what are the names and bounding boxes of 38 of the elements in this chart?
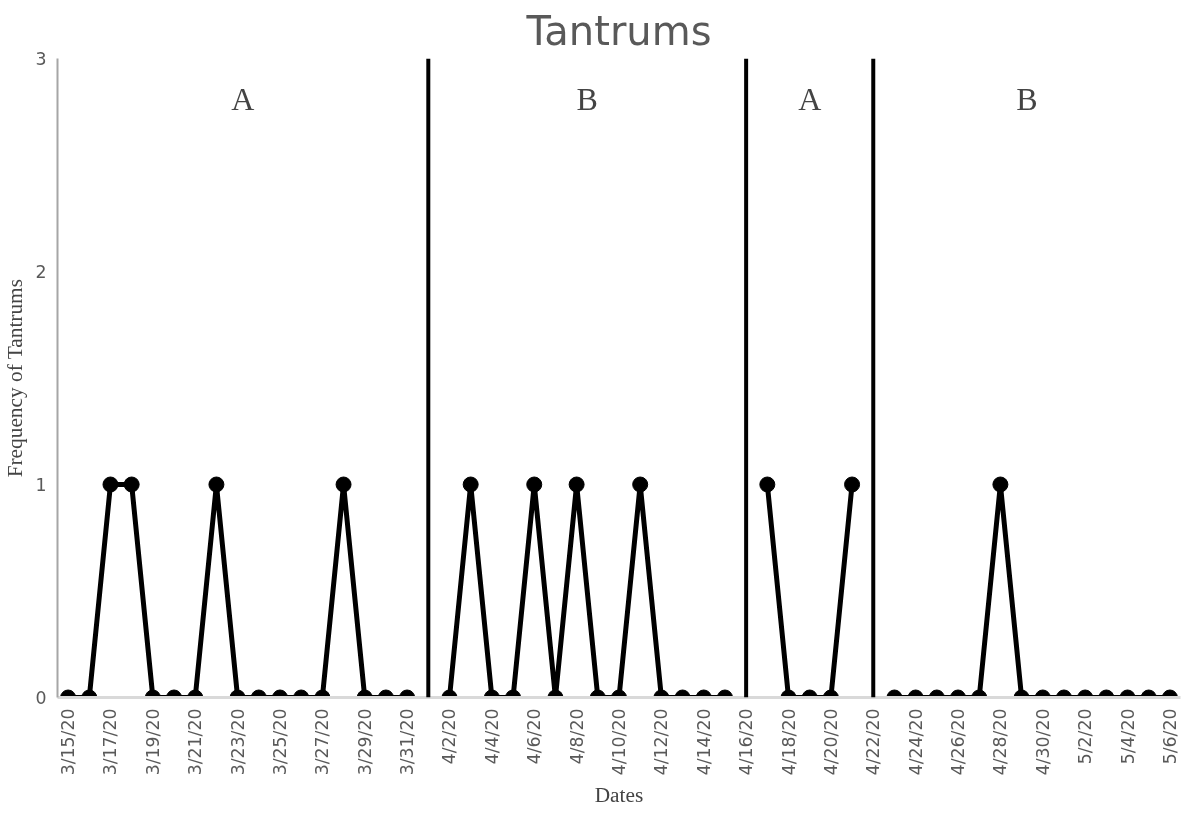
annotation: B [1016, 80, 1038, 117]
x-tick-label: 3/29/20 [354, 708, 375, 776]
x-tick-label: 3/17/20 [100, 708, 121, 776]
x-tick-label: 4/14/20 [693, 708, 714, 776]
x-tick-label: 3/15/20 [58, 708, 79, 776]
x-tick-label: 3/19/20 [142, 708, 163, 776]
y-tick-label: 1 [35, 475, 47, 495]
x-tick-label: 3/31/20 [397, 708, 418, 776]
x-tick-label: 4/20/20 [820, 708, 841, 776]
x-tick-label: 4/16/20 [736, 708, 757, 776]
annotation: B [576, 80, 598, 117]
x-axis-title: Dates [594, 783, 644, 808]
annotation: A [231, 80, 255, 117]
x-tick-label: 4/10/20 [609, 708, 629, 776]
x-tick-label: 4/30/20 [1032, 708, 1053, 776]
x-tick-label: 3/25/20 [269, 708, 290, 776]
x-tick-label: 4/18/20 [778, 708, 799, 776]
x-tick-label: 4/4/20 [481, 708, 502, 765]
x-tick-label: 5/4/20 [1117, 708, 1138, 765]
x-tick-label: 4/24/20 [905, 708, 926, 776]
x-tick-label: 4/8/20 [566, 708, 587, 765]
x-tick-label: 3/23/20 [227, 708, 248, 776]
x-tick-label: 4/22/20 [863, 708, 884, 776]
x-tick-label: 4/12/20 [651, 708, 672, 776]
annotation: A [798, 80, 822, 117]
x-tick-label: 3/27/20 [312, 708, 333, 776]
x-tick-label: 5/2/20 [1075, 708, 1096, 765]
x-tick-label: 4/28/20 [990, 708, 1011, 776]
y-tick-label: 2 [35, 262, 47, 282]
x-tick-label: 4/2/20 [439, 708, 460, 765]
chart-title: Tantrums [525, 7, 712, 54]
y-tick-label: 0 [35, 688, 47, 708]
x-tick-label: 3/21/20 [185, 708, 206, 776]
x-tick-label: 5/6/20 [1159, 708, 1180, 765]
x-tick-label: 4/26/20 [948, 708, 969, 776]
y-tick-label: 3 [35, 49, 47, 69]
y-axis-title: Frequency of Tantrums [3, 279, 28, 478]
x-tick-label: 4/6/20 [524, 708, 545, 765]
